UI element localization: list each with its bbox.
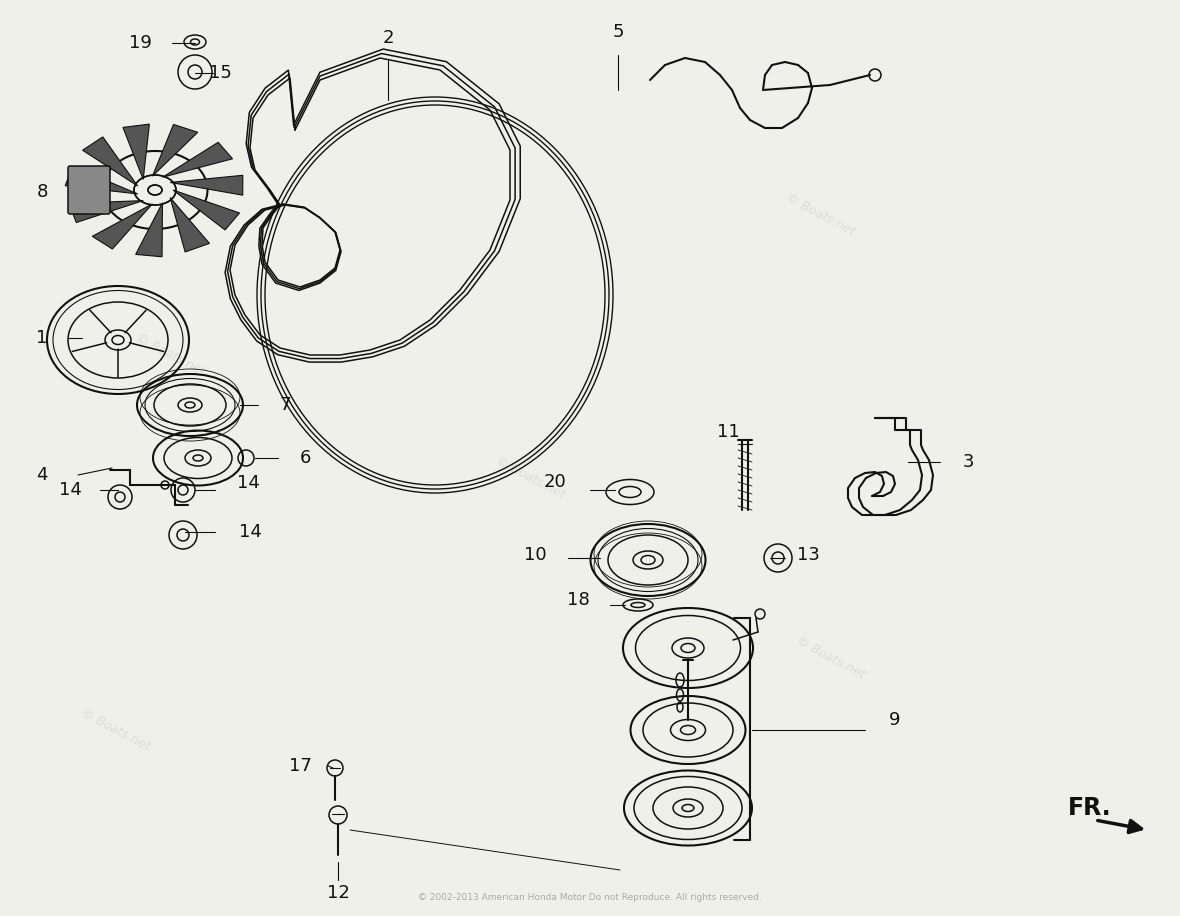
Text: 5: 5 bbox=[612, 23, 624, 41]
Text: 1: 1 bbox=[37, 329, 47, 347]
Text: 14: 14 bbox=[236, 474, 260, 492]
Text: 15: 15 bbox=[209, 64, 231, 82]
Text: 11: 11 bbox=[716, 423, 740, 441]
Text: 20: 20 bbox=[544, 473, 566, 491]
Polygon shape bbox=[173, 190, 240, 230]
Polygon shape bbox=[123, 125, 150, 180]
Text: © Boats.net: © Boats.net bbox=[793, 635, 867, 682]
Text: © Boats.net: © Boats.net bbox=[784, 191, 857, 239]
FancyBboxPatch shape bbox=[68, 166, 110, 214]
Text: FR.: FR. bbox=[1068, 796, 1112, 820]
Polygon shape bbox=[92, 204, 152, 249]
Polygon shape bbox=[152, 125, 198, 176]
Polygon shape bbox=[170, 175, 243, 195]
Text: 19: 19 bbox=[129, 34, 151, 52]
Text: 2: 2 bbox=[382, 29, 394, 47]
Text: © 2002-2013 American Honda Motor Do not Reproduce. All rights reserved.: © 2002-2013 American Honda Motor Do not … bbox=[418, 893, 762, 902]
Polygon shape bbox=[83, 136, 138, 186]
Text: © Boats.net: © Boats.net bbox=[78, 706, 152, 754]
Polygon shape bbox=[68, 201, 143, 223]
Text: 4: 4 bbox=[37, 466, 47, 484]
Polygon shape bbox=[170, 198, 209, 252]
Text: 14: 14 bbox=[59, 481, 81, 499]
Text: © Boats.net: © Boats.net bbox=[133, 332, 206, 378]
Text: 12: 12 bbox=[327, 884, 349, 902]
Text: 6: 6 bbox=[300, 449, 310, 467]
Text: 3: 3 bbox=[962, 453, 974, 471]
Text: 10: 10 bbox=[524, 546, 546, 564]
Text: 8: 8 bbox=[37, 183, 47, 201]
Text: 17: 17 bbox=[289, 757, 312, 775]
Text: 14: 14 bbox=[238, 523, 262, 541]
Polygon shape bbox=[163, 142, 232, 178]
Polygon shape bbox=[136, 202, 163, 256]
Text: © Boats.net: © Boats.net bbox=[493, 454, 566, 502]
Text: 18: 18 bbox=[566, 591, 589, 609]
Text: 9: 9 bbox=[890, 711, 900, 729]
Text: 13: 13 bbox=[796, 546, 819, 564]
Text: 7: 7 bbox=[280, 396, 290, 414]
Polygon shape bbox=[65, 167, 138, 194]
